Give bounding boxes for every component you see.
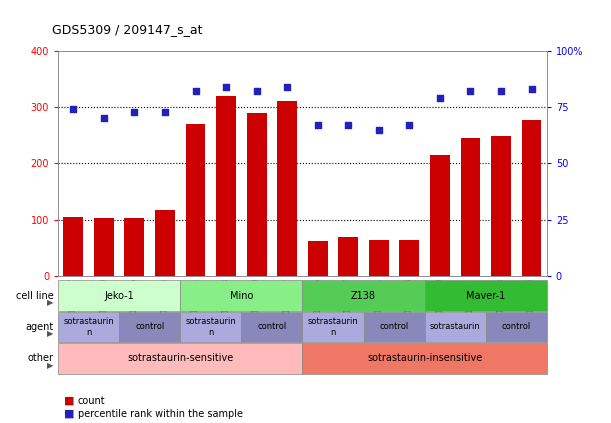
- Text: ▶: ▶: [47, 360, 54, 370]
- Text: Jeko-1: Jeko-1: [104, 291, 134, 301]
- Point: [466, 88, 475, 95]
- Point: [374, 126, 384, 133]
- Bar: [369, 240, 389, 276]
- Bar: [247, 113, 266, 276]
- Point: [435, 95, 445, 102]
- Text: sotrastaurin
n: sotrastaurin n: [185, 317, 236, 337]
- Bar: [216, 96, 236, 276]
- Point: [160, 108, 170, 115]
- Bar: [186, 124, 205, 276]
- Bar: [308, 241, 327, 276]
- Text: sotrastaurin: sotrastaurin: [430, 322, 481, 332]
- Text: cell line: cell line: [16, 291, 54, 301]
- Text: agent: agent: [26, 322, 54, 332]
- Text: sotrastaurin-sensitive: sotrastaurin-sensitive: [127, 353, 233, 363]
- Bar: [491, 137, 511, 276]
- Point: [282, 83, 292, 90]
- Bar: [400, 240, 419, 276]
- Text: Mino: Mino: [230, 291, 253, 301]
- Text: ▶: ▶: [47, 329, 54, 338]
- Text: ▶: ▶: [47, 298, 54, 307]
- Point: [496, 88, 506, 95]
- Bar: [125, 218, 144, 276]
- Text: Z138: Z138: [351, 291, 376, 301]
- Bar: [338, 237, 358, 276]
- Point: [404, 122, 414, 129]
- Bar: [64, 217, 83, 276]
- Text: control: control: [135, 322, 164, 332]
- Bar: [430, 155, 450, 276]
- Point: [99, 115, 109, 122]
- Bar: [155, 210, 175, 276]
- Point: [221, 83, 231, 90]
- Bar: [94, 218, 114, 276]
- Point: [191, 88, 200, 95]
- Point: [343, 122, 353, 129]
- Text: percentile rank within the sample: percentile rank within the sample: [78, 409, 243, 419]
- Point: [252, 88, 262, 95]
- Bar: [522, 120, 541, 276]
- Point: [313, 122, 323, 129]
- Text: control: control: [257, 322, 287, 332]
- Text: GDS5309 / 209147_s_at: GDS5309 / 209147_s_at: [52, 23, 202, 36]
- Bar: [277, 102, 297, 276]
- Text: sotrastaurin-insensitive: sotrastaurin-insensitive: [367, 353, 482, 363]
- Point: [68, 106, 78, 113]
- Text: Maver-1: Maver-1: [466, 291, 505, 301]
- Text: control: control: [379, 322, 409, 332]
- Text: ■: ■: [64, 396, 75, 406]
- Point: [130, 108, 139, 115]
- Text: sotrastaurin
n: sotrastaurin n: [307, 317, 359, 337]
- Text: other: other: [27, 353, 54, 363]
- Text: control: control: [502, 322, 531, 332]
- Text: ■: ■: [64, 409, 75, 419]
- Text: sotrastaurin
n: sotrastaurin n: [63, 317, 114, 337]
- Text: count: count: [78, 396, 105, 406]
- Point: [527, 86, 536, 93]
- Bar: [461, 138, 480, 276]
